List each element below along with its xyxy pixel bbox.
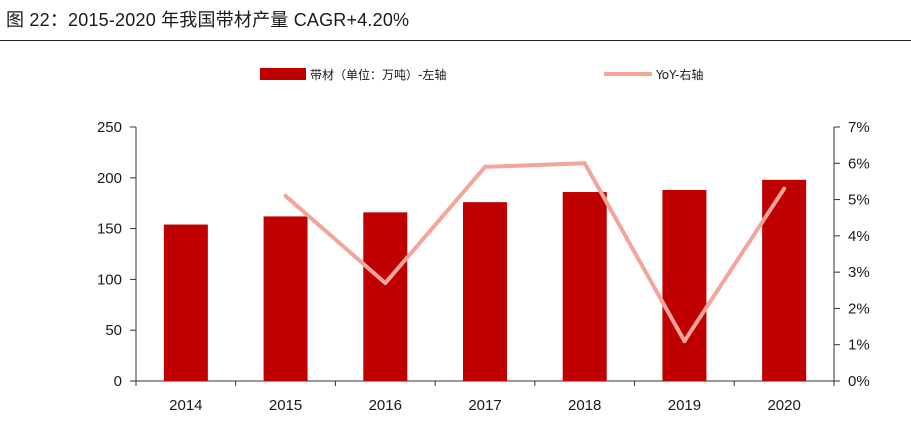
left-tick-label: 250 bbox=[97, 119, 122, 136]
right-tick-label: 6% bbox=[848, 155, 870, 172]
bar-series bbox=[163, 179, 807, 381]
x-tick-label: 2017 bbox=[468, 397, 501, 414]
x-tick-label: 2014 bbox=[169, 397, 202, 414]
left-tick-label: 0 bbox=[114, 373, 122, 390]
right-tick-label: 1% bbox=[848, 337, 870, 354]
yoy-point bbox=[582, 161, 587, 166]
yoy-point bbox=[782, 186, 787, 191]
title-divider bbox=[0, 40, 911, 41]
yoy-point bbox=[483, 164, 487, 169]
yoy-point bbox=[283, 193, 288, 198]
bar bbox=[562, 192, 607, 381]
right-tick-label: 5% bbox=[848, 192, 870, 209]
left-tick-label: 200 bbox=[97, 170, 122, 187]
x-tick-label: 2016 bbox=[369, 397, 402, 414]
yoy-point bbox=[383, 281, 388, 286]
right-tick-label: 7% bbox=[848, 119, 870, 136]
x-tick-label: 2019 bbox=[668, 397, 701, 414]
right-tick-label: 0% bbox=[848, 373, 870, 390]
bar bbox=[463, 202, 507, 381]
bar bbox=[363, 212, 408, 381]
right-tick-label: 3% bbox=[848, 264, 870, 281]
axes: 0 50 100 150 200 250 0% 1% 2% 3% 4% 5% 6% 7% 2014 2015 2… bbox=[97, 119, 870, 414]
x-tick-label: 2018 bbox=[568, 397, 601, 414]
bar bbox=[662, 189, 707, 381]
x-tick-label: 2015 bbox=[269, 397, 302, 414]
left-tick-label: 50 bbox=[105, 322, 122, 339]
bar bbox=[263, 216, 308, 381]
legend-swatch-bars bbox=[260, 68, 306, 80]
right-tick-label: 4% bbox=[848, 228, 870, 245]
chart-title: 图 22：2015-2020 年我国带材产量 CAGR+4.20% bbox=[6, 10, 410, 30]
left-tick-label: 150 bbox=[97, 221, 122, 238]
legend-label-line: YoY-右轴 bbox=[655, 67, 703, 82]
yoy-point bbox=[682, 339, 687, 344]
left-tick-label: 100 bbox=[97, 271, 122, 288]
legend-label-bars: 带材（单位：万吨）-左轴 bbox=[310, 67, 446, 82]
legend: 带材（单位：万吨）-左轴 YoY-右轴 bbox=[260, 67, 703, 82]
right-tick-label: 2% bbox=[848, 300, 870, 317]
yoy-line bbox=[283, 161, 787, 344]
bar bbox=[163, 224, 208, 381]
x-tick-label: 2020 bbox=[767, 397, 800, 414]
yoy-line-series bbox=[283, 161, 787, 344]
